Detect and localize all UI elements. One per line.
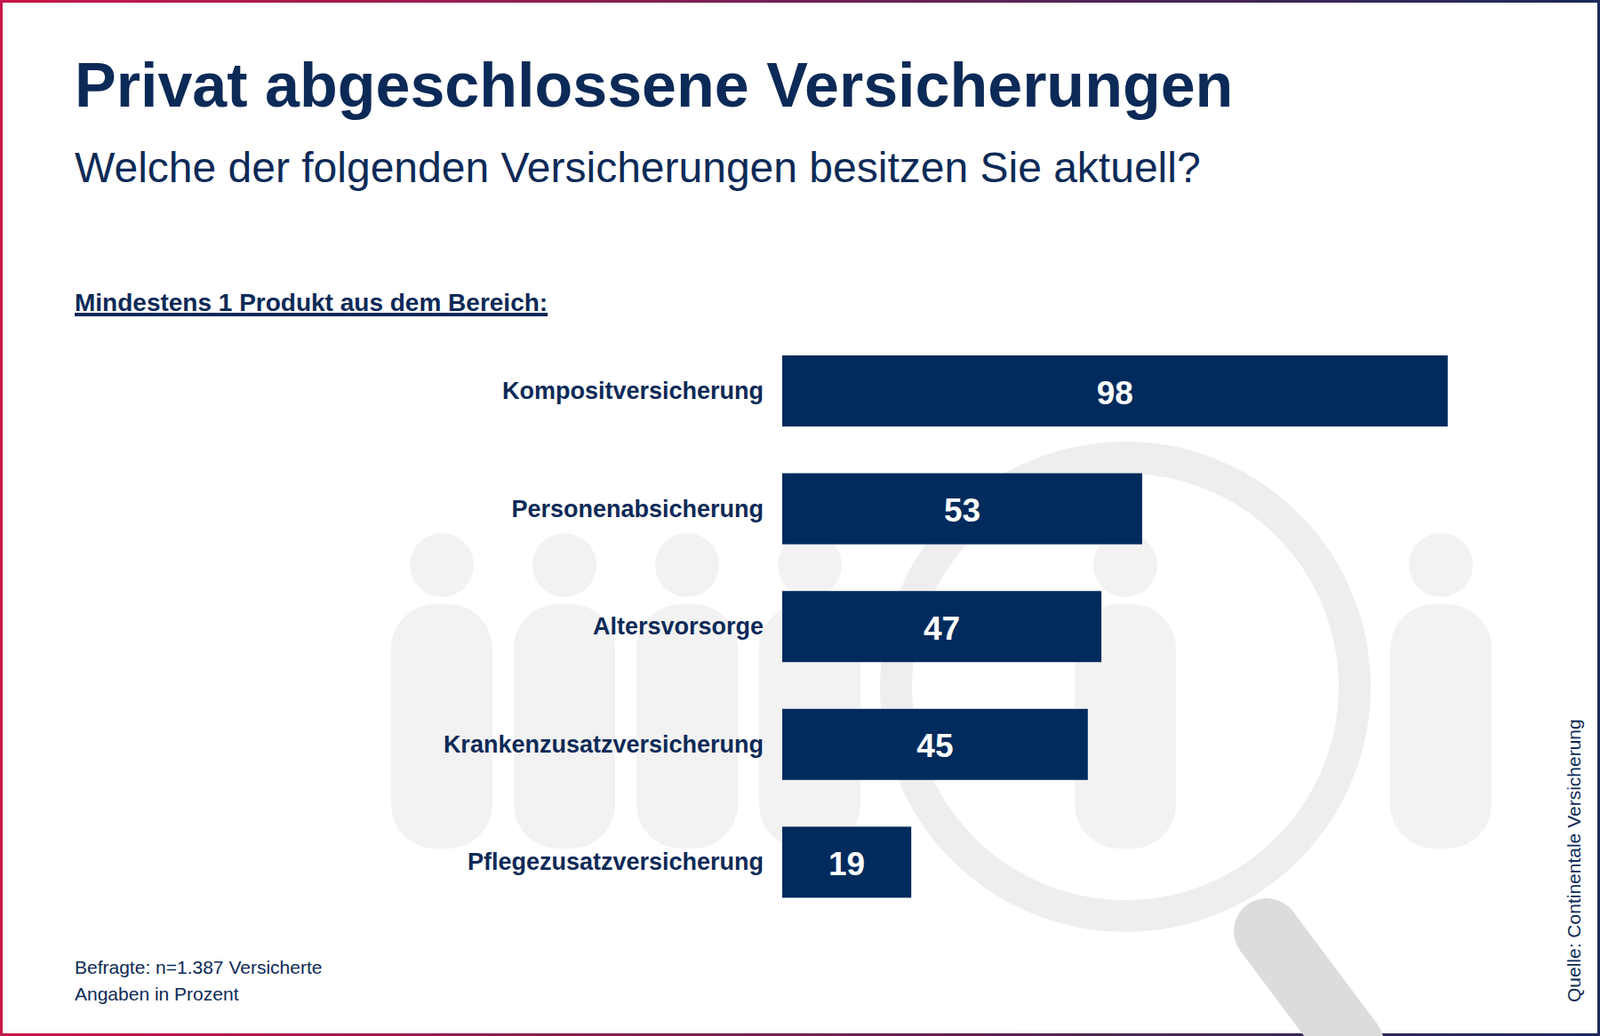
person-body (391, 604, 493, 849)
data-label: 98 (1096, 375, 1134, 412)
data-label: 53 (944, 492, 981, 529)
person-head (409, 533, 474, 598)
category-label: Kompositversicherung (502, 377, 764, 405)
category-label: Personenabsicherung (511, 496, 764, 523)
chart: Privat abgeschlossene Versicherungen Welc… (0, 0, 1600, 1036)
labels: Kompositversicherung 98 Personenabsicherun… (443, 375, 1134, 883)
person-head (532, 533, 597, 598)
category-label: Altersvorsorge (592, 613, 764, 640)
person-body (636, 604, 738, 849)
bar (782, 591, 1102, 663)
category-label: Krankenzusatzversicherung (443, 731, 764, 759)
bars (782, 355, 1448, 898)
bar (782, 826, 912, 898)
category-label: Pflegezusatzversicherung (467, 848, 764, 876)
group-label-underline (74, 314, 548, 317)
bar (782, 473, 1143, 545)
frame (1, 1, 1600, 1036)
data-label: 45 (916, 728, 953, 765)
person-body (1390, 604, 1492, 849)
person-head (1408, 533, 1473, 598)
source: Quelle: Continentale Versicherung (1563, 719, 1584, 1003)
person-body (513, 604, 616, 849)
group-label: Mindestens 1 Produkt aus dem Bereich: (74, 288, 548, 317)
title: Privat abgeschlossene Versicherungen (74, 50, 1233, 120)
data-label: 47 (923, 610, 960, 648)
background-decoration (391, 457, 1492, 1036)
note: Befragte: n=1.387 Versicherte (74, 957, 322, 978)
data-label: 19 (828, 846, 865, 883)
note: Angaben in Prozent (74, 984, 240, 1005)
bar (782, 709, 1088, 781)
subtitle: Welche der folgenden Versicherungen besi… (74, 144, 1201, 192)
bar (782, 355, 1448, 427)
person-head (655, 533, 720, 598)
magnifier-handle (1266, 931, 1352, 1036)
